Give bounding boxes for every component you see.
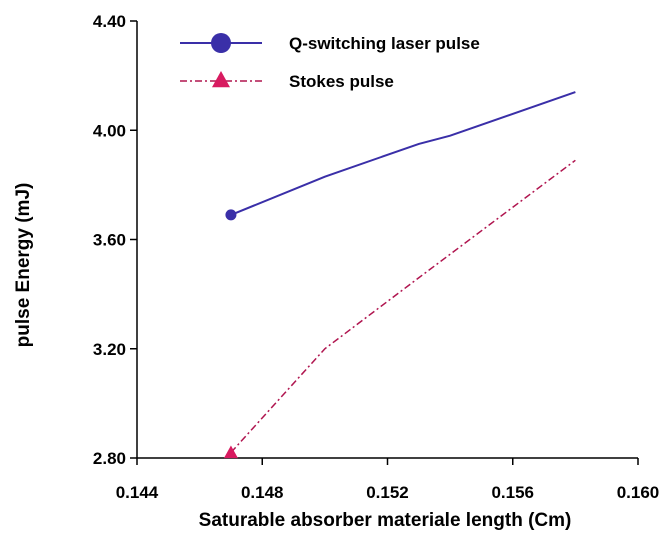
legend-marker-stokes [212, 71, 230, 88]
point-marker-q-switching [225, 209, 237, 221]
series-layer [223, 91, 576, 459]
y-tick-label: 3.20 [93, 340, 126, 359]
series-line-stokes [230, 159, 576, 454]
y-tick-label: 3.60 [93, 231, 126, 250]
point-marker-stokes [223, 445, 238, 459]
tick-labels: 0.144 0.148 0.152 0.156 0.160 2.80 3.20 3.60 4.0… [93, 12, 659, 502]
x-tick-label: 0.144 [116, 483, 159, 502]
y-tick-label: 4.40 [93, 12, 126, 31]
ticks [130, 20, 639, 465]
y-tick-label: 2.80 [93, 449, 126, 468]
x-tick-label: 0.160 [617, 483, 660, 502]
legend-label-q-switching: Q-switching laser pulse [289, 34, 480, 53]
legend-marker-q-switching [211, 33, 231, 53]
legend-label-stokes: Stokes pulse [289, 72, 394, 91]
y-tick-label: 4.00 [93, 121, 126, 140]
y-axis-title: pulse Energy (mJ) [13, 183, 34, 348]
legend: Q-switching laser pulse Stokes pulse [180, 33, 480, 91]
x-tick-label: 0.148 [241, 483, 284, 502]
x-axis-title: Saturable absorber materiale length (Cm) [199, 510, 572, 531]
series-line-q-switching [230, 91, 576, 216]
x-tick-label: 0.152 [366, 483, 409, 502]
x-tick-label: 0.156 [491, 483, 534, 502]
